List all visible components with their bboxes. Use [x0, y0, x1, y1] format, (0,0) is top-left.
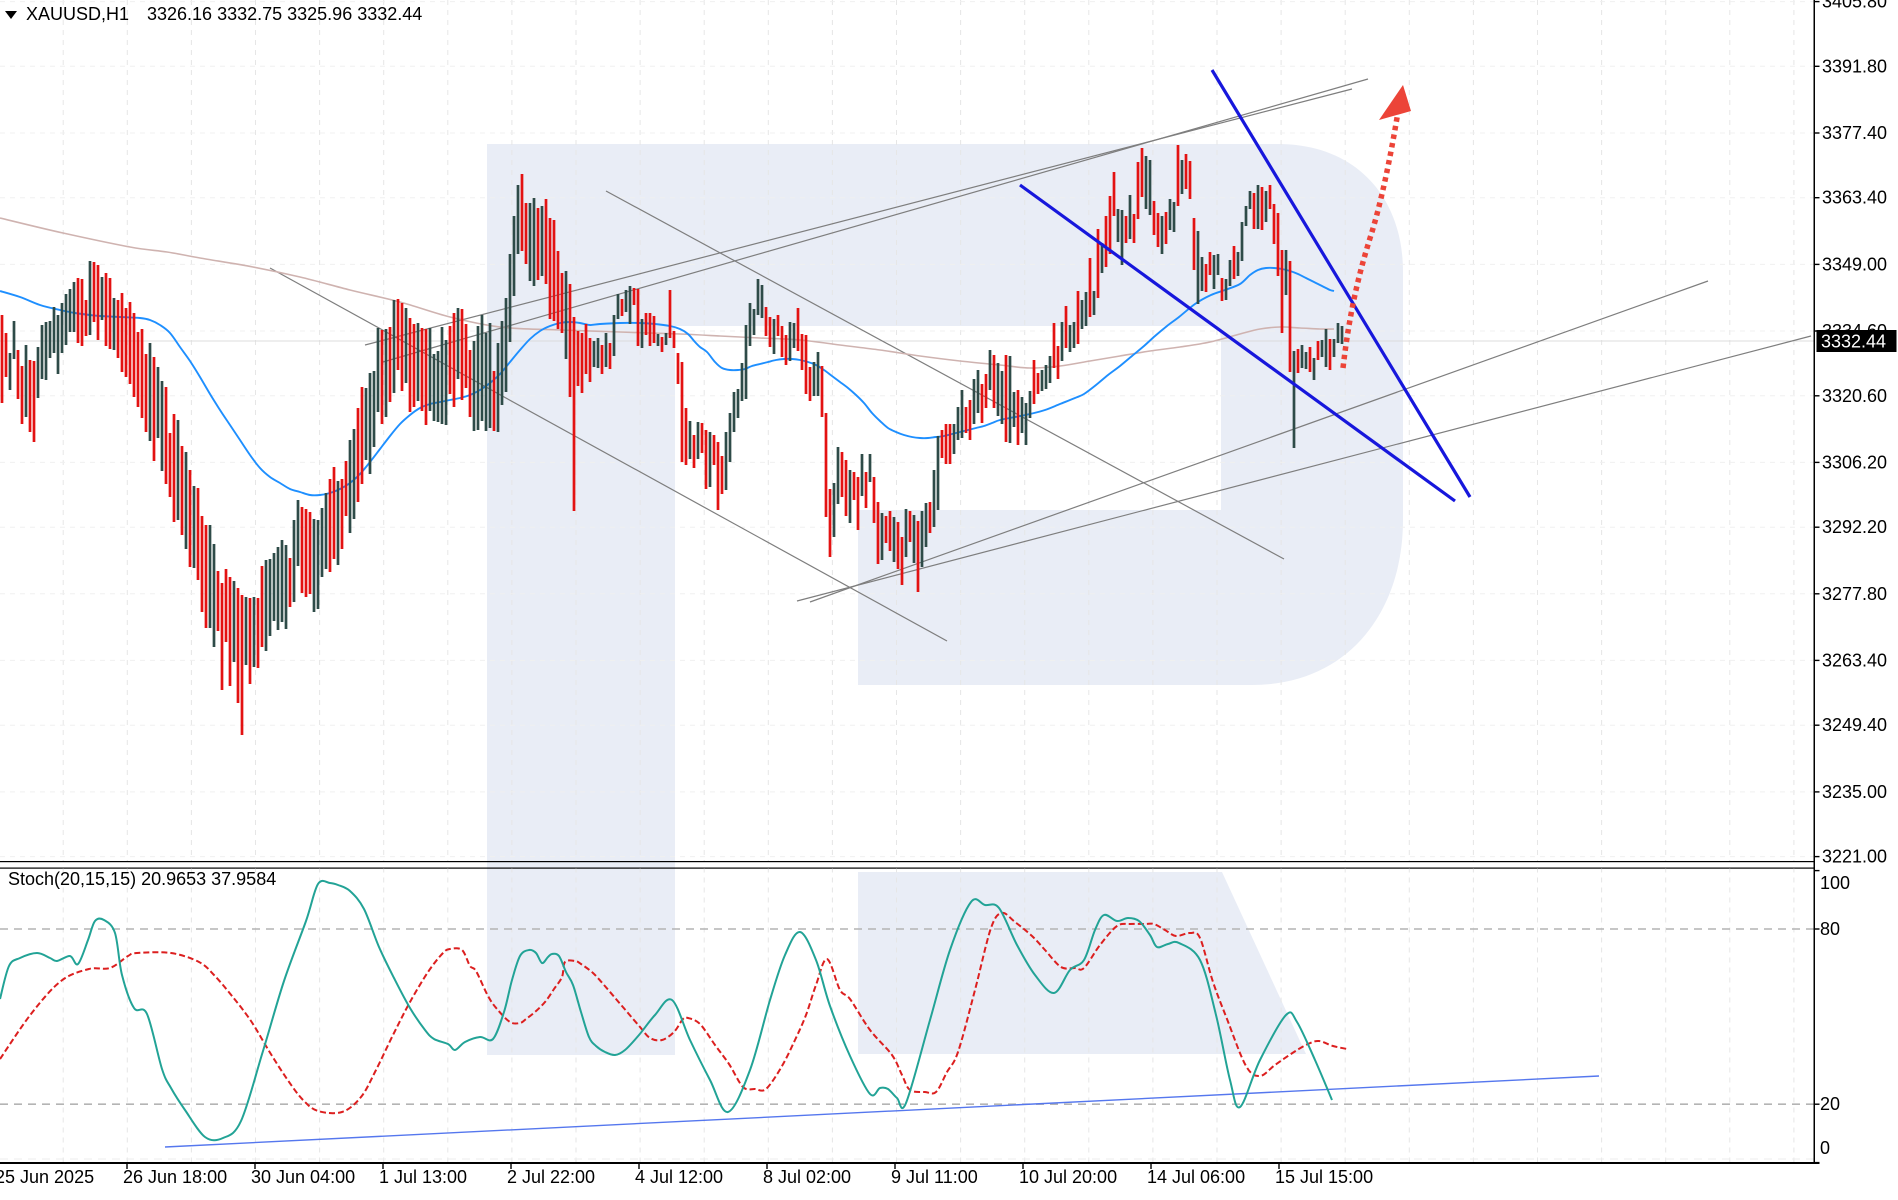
svg-text:3235.00: 3235.00 — [1822, 782, 1887, 802]
svg-text:3349.00: 3349.00 — [1822, 254, 1887, 274]
svg-text:25 Jun 2025: 25 Jun 2025 — [0, 1167, 94, 1187]
svg-text:10 Jul 20:00: 10 Jul 20:00 — [1019, 1167, 1117, 1187]
svg-text:4 Jul 12:00: 4 Jul 12:00 — [635, 1167, 723, 1187]
svg-text:3391.80: 3391.80 — [1822, 56, 1887, 76]
svg-text:3277.80: 3277.80 — [1822, 584, 1887, 604]
svg-text:3326.16 3332.75 3325.96 3332.4: 3326.16 3332.75 3325.96 3332.44 — [147, 4, 422, 24]
svg-text:Stoch(20,15,15) 20.9653 37.958: Stoch(20,15,15) 20.9653 37.9584 — [8, 869, 276, 889]
svg-text:3249.40: 3249.40 — [1822, 715, 1887, 735]
svg-text:3221.00: 3221.00 — [1822, 847, 1887, 867]
svg-text:3363.40: 3363.40 — [1822, 188, 1887, 208]
svg-text:15 Jul 15:00: 15 Jul 15:00 — [1275, 1167, 1373, 1187]
svg-text:0: 0 — [1820, 1138, 1830, 1158]
svg-text:3263.40: 3263.40 — [1822, 650, 1887, 670]
svg-text:3405.80: 3405.80 — [1822, 0, 1887, 12]
svg-text:9 Jul 11:00: 9 Jul 11:00 — [891, 1167, 978, 1187]
svg-text:30 Jun 04:00: 30 Jun 04:00 — [251, 1167, 355, 1187]
svg-text:3292.20: 3292.20 — [1822, 517, 1887, 537]
svg-text:80: 80 — [1820, 919, 1840, 939]
svg-text:26 Jun 18:00: 26 Jun 18:00 — [123, 1167, 227, 1187]
svg-text:8 Jul 02:00: 8 Jul 02:00 — [763, 1167, 851, 1187]
svg-text:20: 20 — [1820, 1094, 1840, 1114]
svg-text:100: 100 — [1820, 873, 1850, 893]
svg-text:3306.20: 3306.20 — [1822, 452, 1887, 472]
svg-text:2 Jul 22:00: 2 Jul 22:00 — [507, 1167, 595, 1187]
svg-text:1 Jul 13:00: 1 Jul 13:00 — [379, 1167, 467, 1187]
svg-text:XAUUSD,H1: XAUUSD,H1 — [26, 4, 129, 24]
svg-text:3377.40: 3377.40 — [1822, 123, 1887, 143]
svg-text:3320.60: 3320.60 — [1822, 386, 1887, 406]
svg-text:3332.44: 3332.44 — [1821, 332, 1886, 352]
svg-text:14 Jul 06:00: 14 Jul 06:00 — [1147, 1167, 1245, 1187]
